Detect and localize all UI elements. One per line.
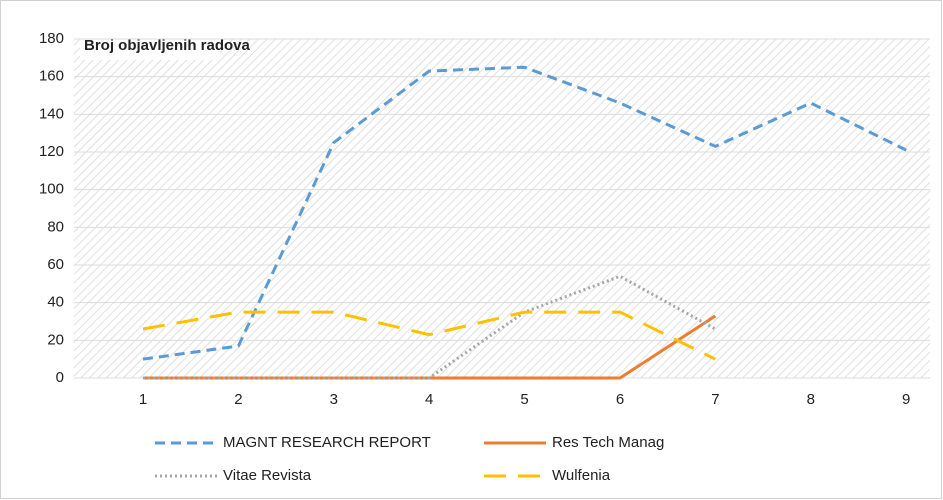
series-line (143, 274, 717, 380)
y-tick-label: 140 (39, 105, 64, 122)
x-tick-label: 9 (902, 391, 910, 408)
y-tick-label: 0 (56, 369, 64, 386)
x-tick-label: 7 (711, 391, 719, 408)
plot-area (74, 39, 930, 378)
legend-label: Vitae Revista (223, 467, 312, 484)
y-tick-label: 60 (47, 256, 64, 273)
x-tick-label: 6 (616, 391, 624, 408)
y-tick-label: 40 (47, 294, 64, 311)
series-line (142, 65, 907, 361)
y-tick-label: 80 (47, 218, 64, 235)
x-tick-label: 5 (520, 391, 528, 408)
y-tick-label: 20 (47, 331, 64, 348)
chart-title: Broj objavljenih radova (84, 37, 251, 54)
y-tick-label: 180 (39, 30, 64, 47)
x-tick-label: 2 (234, 391, 242, 408)
legend-label: Res Tech Manag (552, 434, 664, 451)
legend-label: MAGNT RESEARCH REPORT (223, 434, 431, 451)
x-tick-label: 8 (807, 391, 815, 408)
x-tick-label: 4 (425, 391, 433, 408)
y-tick-label: 100 (39, 181, 64, 198)
y-tick-label: 160 (39, 68, 64, 85)
y-tick-label: 120 (39, 143, 64, 160)
title-bg (80, 34, 220, 60)
series-line (142, 310, 717, 361)
x-tick-label: 3 (330, 391, 338, 408)
legend-label: Wulfenia (552, 467, 611, 484)
x-tick-label: 1 (139, 391, 147, 408)
